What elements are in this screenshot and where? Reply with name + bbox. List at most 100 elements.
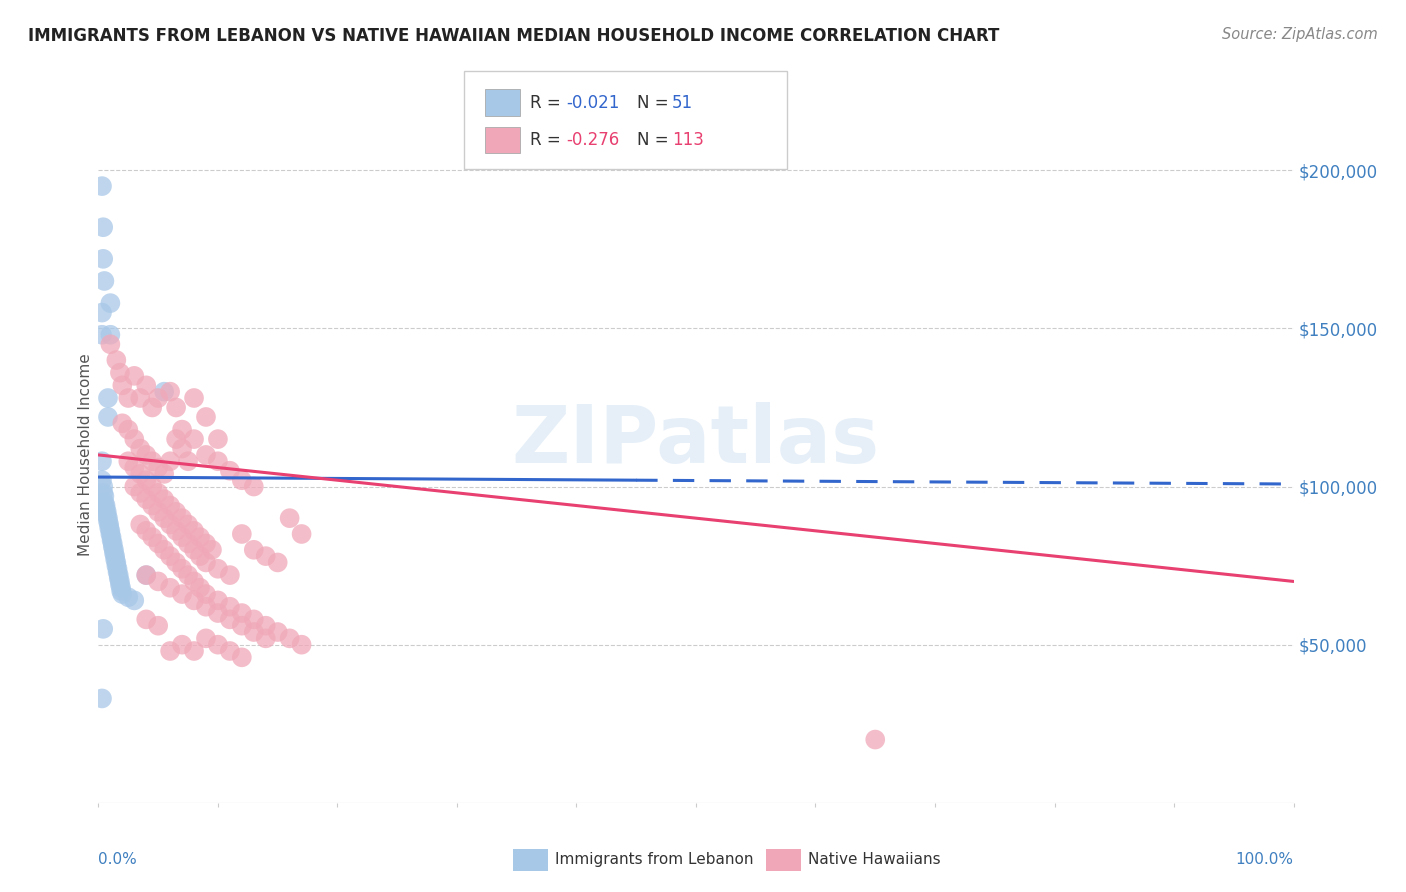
Text: IMMIGRANTS FROM LEBANON VS NATIVE HAWAIIAN MEDIAN HOUSEHOLD INCOME CORRELATION C: IMMIGRANTS FROM LEBANON VS NATIVE HAWAII… (28, 27, 1000, 45)
Point (153, 492, 176, 507)
Point (117, 423, 139, 437)
Point (107, 562, 129, 576)
Text: -0.276: -0.276 (567, 131, 620, 149)
Text: Source: ZipAtlas.com: Source: ZipAtlas.com (1222, 27, 1378, 42)
Point (231, 606, 253, 620)
Point (117, 391, 139, 405)
Point (194, 448, 218, 462)
Point (91, 454, 114, 468)
Point (159, 549, 181, 563)
Point (141, 454, 163, 468)
Y-axis label: Median Household Income: Median Household Income (77, 353, 93, 557)
Point (243, 625, 266, 640)
Point (91, 220, 114, 235)
Text: 113: 113 (672, 131, 704, 149)
Point (101, 540, 124, 554)
Text: ZIPatlas: ZIPatlas (512, 402, 880, 480)
Point (111, 587, 134, 601)
Point (194, 409, 218, 424)
Point (291, 638, 314, 652)
Point (91, 179, 114, 194)
Point (231, 618, 253, 632)
Point (135, 378, 157, 392)
Point (107, 568, 129, 582)
Point (107, 571, 129, 585)
Point (863, 732, 887, 747)
Text: -0.021: -0.021 (567, 94, 620, 112)
Point (110, 581, 132, 595)
Point (98, 521, 121, 535)
Point (97, 514, 120, 528)
Point (135, 612, 157, 626)
Point (194, 632, 218, 646)
Point (148, 536, 170, 550)
Point (104, 549, 127, 563)
Point (153, 542, 176, 557)
Point (183, 593, 205, 607)
Point (135, 568, 157, 582)
Point (148, 505, 170, 519)
Point (97, 511, 120, 525)
Point (148, 460, 170, 475)
Point (172, 423, 194, 437)
Point (93, 274, 115, 288)
Text: R =: R = (530, 131, 567, 149)
Point (219, 568, 242, 582)
Point (165, 401, 187, 415)
Point (91, 486, 114, 500)
Point (243, 612, 266, 626)
Text: 100.0%: 100.0% (1236, 852, 1294, 866)
Point (129, 467, 152, 481)
Point (159, 454, 181, 468)
Point (207, 454, 229, 468)
Point (98, 517, 121, 532)
Point (117, 591, 139, 605)
Point (111, 417, 134, 431)
Point (194, 536, 218, 550)
Point (183, 574, 205, 589)
Point (159, 644, 181, 658)
Point (172, 587, 194, 601)
Point (135, 492, 157, 507)
Point (93, 495, 115, 509)
Point (141, 530, 163, 544)
Point (153, 511, 176, 525)
Point (207, 432, 229, 446)
Point (254, 549, 277, 563)
Point (148, 574, 170, 589)
Point (103, 546, 125, 560)
Point (183, 644, 205, 658)
Point (194, 599, 218, 614)
Point (111, 378, 134, 392)
Point (124, 479, 146, 493)
Point (94, 499, 117, 513)
Point (108, 366, 131, 380)
Point (148, 618, 170, 632)
Point (201, 542, 224, 557)
Point (148, 391, 170, 405)
Point (141, 479, 163, 493)
Point (153, 467, 176, 481)
Point (124, 593, 146, 607)
Point (105, 353, 128, 368)
Point (96, 505, 118, 519)
Point (141, 401, 163, 415)
Point (129, 442, 152, 456)
Point (129, 391, 152, 405)
Point (207, 638, 229, 652)
Point (165, 432, 187, 446)
Point (231, 527, 253, 541)
Text: 0.0%: 0.0% (98, 852, 138, 866)
Point (98, 527, 122, 541)
Point (91, 252, 114, 266)
Point (254, 632, 277, 646)
Point (108, 577, 131, 591)
Point (98, 327, 122, 342)
Point (98, 524, 122, 538)
Point (91, 327, 114, 342)
Point (194, 556, 218, 570)
Point (172, 530, 194, 544)
Point (267, 625, 290, 640)
Point (194, 587, 218, 601)
Point (177, 568, 200, 582)
